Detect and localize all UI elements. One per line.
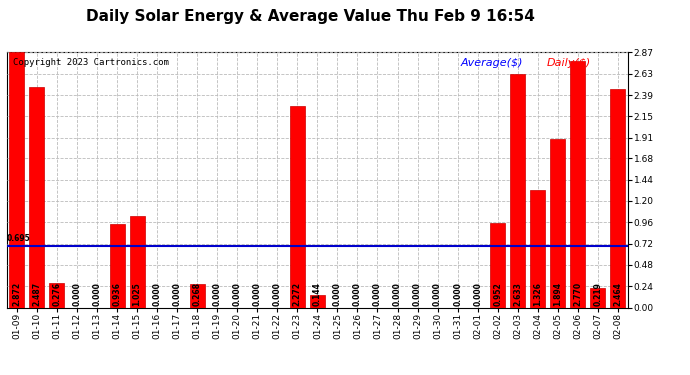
Bar bbox=[290, 106, 305, 308]
Text: 2.770: 2.770 bbox=[573, 282, 582, 306]
Bar bbox=[310, 295, 325, 307]
Text: Copyright 2023 Cartronics.com: Copyright 2023 Cartronics.com bbox=[13, 58, 169, 67]
Text: 0.000: 0.000 bbox=[353, 282, 362, 306]
Text: 0.219: 0.219 bbox=[593, 282, 602, 306]
Text: 0.000: 0.000 bbox=[92, 282, 101, 306]
Text: 0.000: 0.000 bbox=[172, 282, 181, 306]
Text: 0.000: 0.000 bbox=[72, 282, 81, 306]
Text: 0.000: 0.000 bbox=[152, 282, 161, 306]
Bar bbox=[30, 87, 44, 308]
Bar bbox=[571, 62, 585, 308]
Text: 0.000: 0.000 bbox=[373, 282, 382, 306]
Text: 2.272: 2.272 bbox=[293, 282, 302, 306]
Text: 0.000: 0.000 bbox=[473, 282, 482, 306]
Text: 1.326: 1.326 bbox=[533, 282, 542, 306]
Text: 0.000: 0.000 bbox=[433, 282, 442, 306]
Text: 1.025: 1.025 bbox=[132, 282, 141, 306]
Text: 0.000: 0.000 bbox=[453, 282, 462, 306]
Text: 2.633: 2.633 bbox=[513, 282, 522, 306]
Bar bbox=[490, 223, 505, 308]
Text: 0.276: 0.276 bbox=[52, 282, 61, 306]
Bar bbox=[611, 88, 625, 308]
Text: 0.144: 0.144 bbox=[313, 282, 322, 306]
Text: 0.000: 0.000 bbox=[213, 282, 221, 306]
Bar bbox=[591, 288, 605, 308]
Bar bbox=[190, 284, 205, 308]
Bar bbox=[510, 74, 525, 308]
Bar bbox=[50, 283, 64, 308]
Text: 0.000: 0.000 bbox=[333, 282, 342, 306]
Text: 0.936: 0.936 bbox=[112, 282, 121, 306]
Text: 0.000: 0.000 bbox=[413, 282, 422, 306]
Text: 2.872: 2.872 bbox=[12, 282, 21, 306]
Bar bbox=[110, 224, 125, 308]
Text: 2.487: 2.487 bbox=[32, 282, 41, 306]
Text: 0.000: 0.000 bbox=[273, 282, 282, 306]
Text: Daily Solar Energy & Average Value Thu Feb 9 16:54: Daily Solar Energy & Average Value Thu F… bbox=[86, 9, 535, 24]
Text: 0.695: 0.695 bbox=[7, 234, 30, 243]
Bar bbox=[130, 216, 145, 308]
Bar bbox=[10, 53, 24, 308]
Text: 2.464: 2.464 bbox=[613, 282, 622, 306]
Text: 0.000: 0.000 bbox=[253, 282, 262, 306]
Text: 0.268: 0.268 bbox=[193, 282, 201, 306]
Text: Daily($): Daily($) bbox=[547, 58, 591, 68]
Text: Average($): Average($) bbox=[460, 58, 523, 68]
Text: 1.894: 1.894 bbox=[553, 282, 562, 306]
Bar bbox=[551, 139, 565, 308]
Text: 0.000: 0.000 bbox=[233, 282, 241, 306]
Bar bbox=[530, 190, 545, 308]
Text: 0.952: 0.952 bbox=[493, 282, 502, 306]
Text: 0.000: 0.000 bbox=[393, 282, 402, 306]
